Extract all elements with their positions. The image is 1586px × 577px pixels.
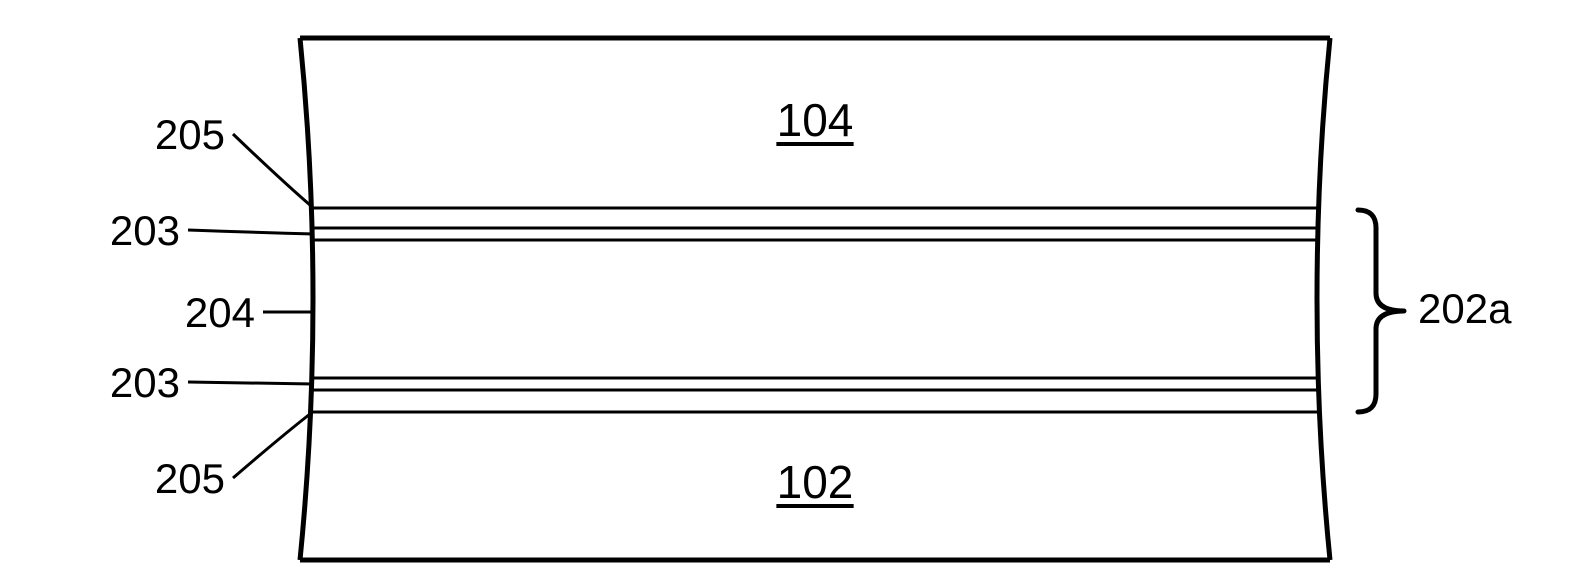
left-break-edge (300, 38, 313, 560)
left-label-0: 205 (155, 111, 225, 158)
figure-svg: 104 102 205 203204203 205 202a (0, 0, 1586, 577)
inside-label-1: 102 (777, 456, 854, 508)
inside-label-0: 104 (777, 94, 854, 146)
left-leader-1 (188, 230, 314, 234)
left-leader-3 (188, 382, 314, 384)
left-label-1: 203 (110, 207, 180, 254)
left-leader-4 (233, 412, 313, 478)
left-label-3: 203 (110, 359, 180, 406)
left-label-2: 204 (185, 289, 255, 336)
right-brace (1358, 210, 1404, 412)
left-label-4: 205 (155, 455, 225, 502)
right-break-edge (1317, 38, 1330, 560)
right-brace-label: 202a (1418, 285, 1512, 332)
left-leader-0 (233, 134, 313, 208)
